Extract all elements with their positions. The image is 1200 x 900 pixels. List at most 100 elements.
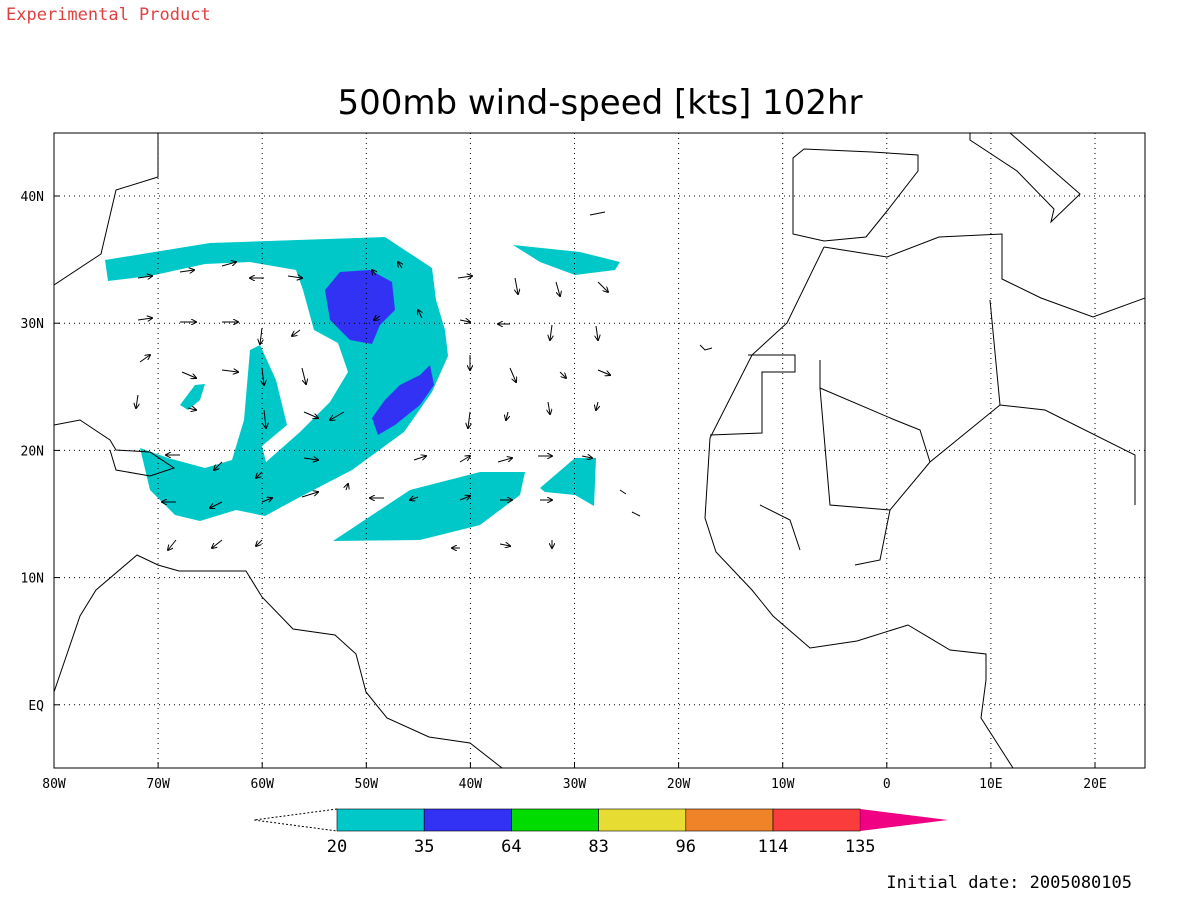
coastlines [54,133,1145,768]
wind-arrow [581,456,592,458]
colorbar-label: 20 [327,837,347,857]
wind-arrow [210,501,223,508]
island [589,211,713,517]
wind-shade [180,384,205,410]
wind-arrow [256,539,263,546]
shading [105,237,620,541]
wind-arrow [139,355,150,363]
wind-arrow [260,327,262,344]
lon-label: 30W [563,777,587,792]
wind-arrow [413,456,426,461]
wind-arrow [330,411,345,420]
wind-shade [325,270,395,344]
wind-arrow [497,458,512,463]
wind-arrow [137,318,152,320]
wind-arrow [410,497,419,500]
lon-label: 80W [42,777,66,792]
wind-arrow [374,316,381,320]
wind-arrow [596,401,598,410]
wind-arrow [559,371,566,378]
wind-arrow [287,276,302,278]
lat-label: 10N [21,572,44,587]
colorbar-label: 135 [845,837,876,857]
lon-label: 60W [250,777,274,792]
lat-labels: 40N 30N 20N 10N EQ [21,190,60,714]
wind-arrow [468,411,470,428]
colorbar-segment [511,808,599,832]
wind-shade [372,365,434,435]
coastline [704,233,1145,768]
wind-arrow [499,544,510,546]
map-area [54,133,1145,768]
coastline [792,133,1081,242]
lon-labels: 80W 70W 60W 50W 40W 30W 20W 10W 0 10E 20E [42,762,1107,792]
lon-label: 10W [771,777,795,792]
wind-arrow [179,270,194,272]
lat-label: EQ [28,699,44,714]
wind-arrow [515,277,518,294]
wind-arrow [137,276,152,278]
wind-shade [540,458,596,506]
wind-arrow [418,310,422,319]
wind-arrow [597,369,610,375]
colorbar-label: 35 [414,837,434,857]
wind-arrow [459,456,470,463]
wind-arrow [346,484,348,491]
colorbar-segment [685,808,774,832]
map-title: 500mb wind-speed [kts] 102hr [337,83,862,123]
lat-label: 30N [21,317,44,332]
wind-arrow [550,324,552,340]
wind-arrow [509,367,516,382]
wind-vectors [136,262,610,550]
experimental-note: Experimental Product [6,5,211,25]
colorbar-label: 64 [501,837,521,857]
coastline [54,133,503,768]
colorbar-label: 83 [588,837,608,857]
wind-shade [513,245,620,275]
lon-label: 40W [459,777,483,792]
lat-label: 20N [21,444,44,459]
colorbar-segment [772,808,861,832]
wind-arrow [548,401,550,414]
wind-arrow [459,320,470,322]
wind-arrow [301,367,306,384]
colorbar-segment [423,808,512,832]
wind-arrow [303,458,318,460]
wind-arrow [212,539,223,548]
wind-arrow [459,496,470,500]
wind-arrow [221,262,236,267]
colorbar-segment [336,808,425,832]
lon-label: 50W [355,777,379,792]
colorbar-label: 96 [676,837,696,857]
wind-arrow [372,270,376,275]
initial-date: Initial date: 2005080105 [886,873,1132,893]
colorbar-over [860,809,948,831]
wind-arrow [457,276,472,278]
lon-label: 0 [883,777,891,792]
wind-arrow [187,408,196,410]
colorbar-label: 114 [758,837,789,857]
wind-arrow [168,539,177,550]
grid [54,133,1145,768]
wind-arrow [292,329,301,336]
lat-label: 40N [21,190,44,205]
wind-arrow [261,498,272,502]
lon-label: 20W [667,777,691,792]
wind-arrow [555,281,560,296]
wind-arrow [136,394,138,408]
wind-arrow [262,367,264,385]
colorbar-segment [598,808,687,832]
wind-arrow [181,371,196,378]
wind-arrow [597,281,608,292]
wind-arrow [596,325,598,340]
wind-arrow [506,411,508,420]
wind-arrow [301,492,318,498]
lon-label: 20E [1083,777,1106,792]
wind-arrow [398,262,402,269]
wind-arrow [221,370,238,372]
colorbar: 20 35 64 83 96 114 135 [253,808,948,857]
wind-shade [105,237,448,521]
wind-arrow [256,471,263,478]
wind-arrow [214,461,223,470]
